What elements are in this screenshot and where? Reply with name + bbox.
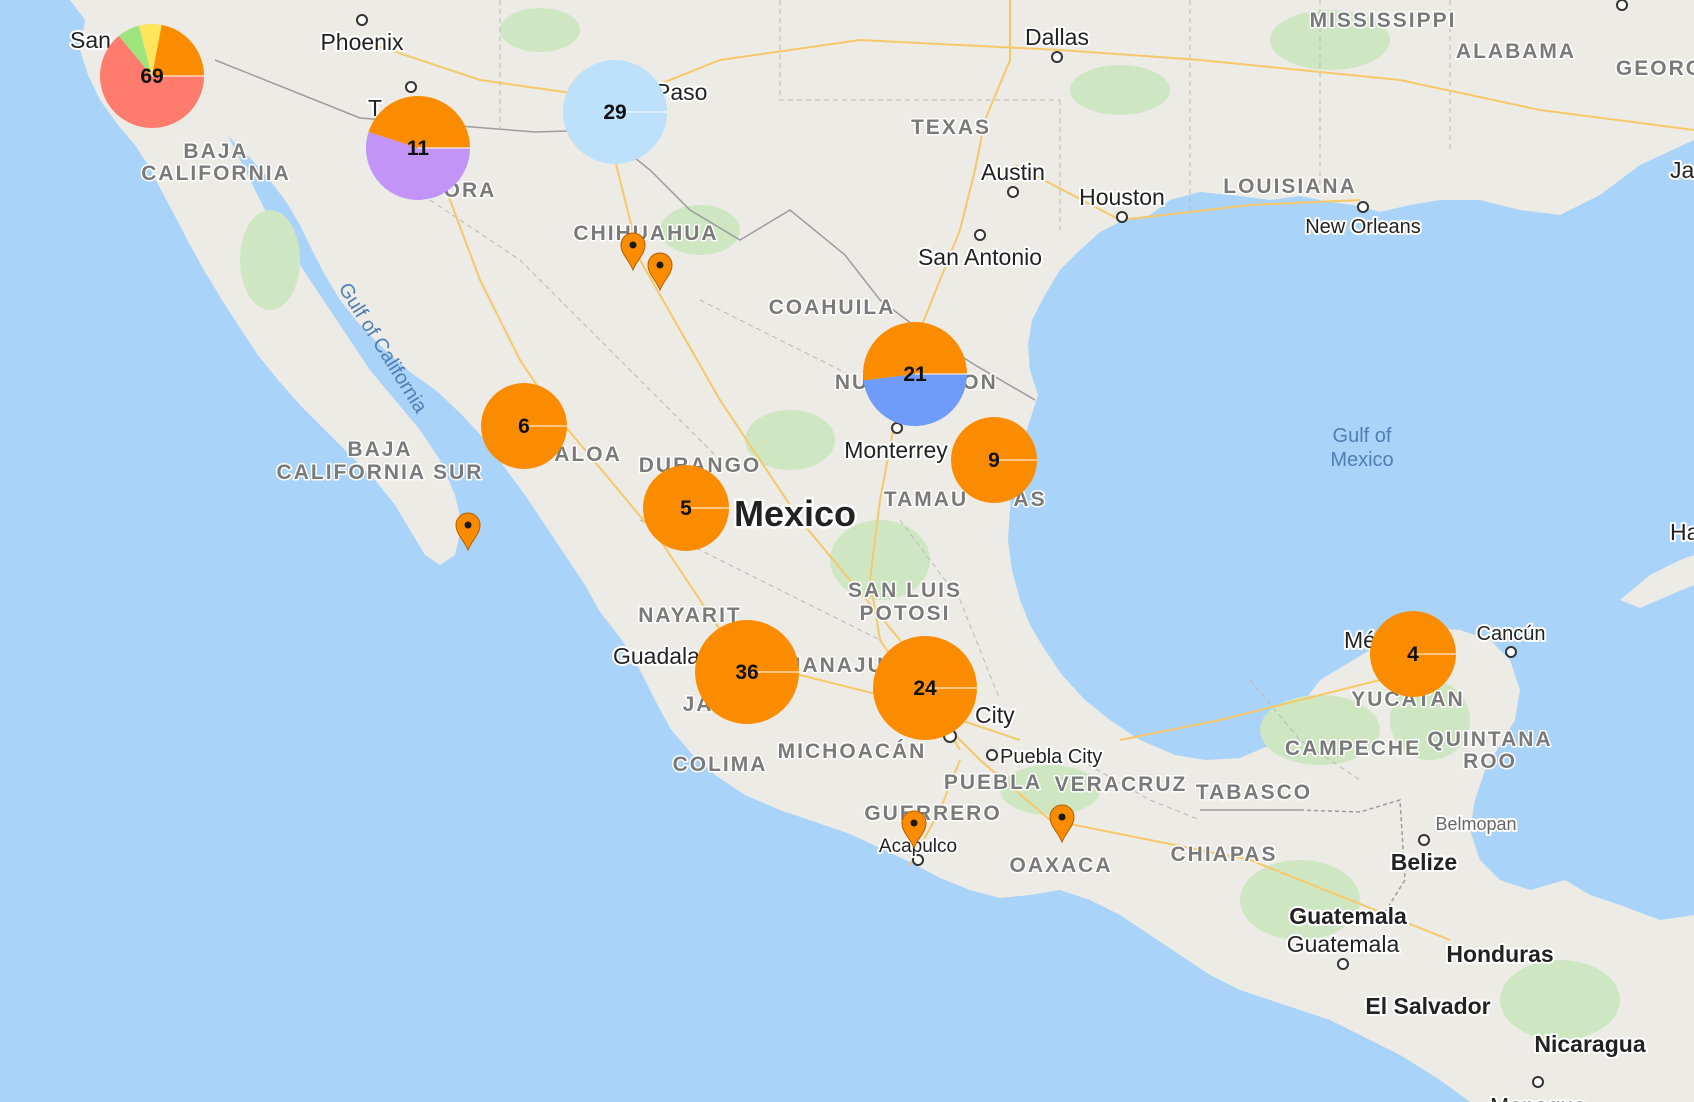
label-havana: Ha [1670, 519, 1694, 545]
cluster-count: 29 [603, 101, 626, 124]
label-colima: COLIMA [673, 753, 768, 776]
cluster-nuevo-leon[interactable]: 21 [863, 322, 967, 427]
cluster-slice [863, 322, 967, 381]
label-quintana-roo-2: ROO [1463, 750, 1517, 773]
markers-layer [455, 232, 1075, 850]
cluster-jalisco[interactable]: 36 [695, 620, 799, 724]
label-guadalajara: Guadala [613, 643, 700, 669]
label-tamaulipas-left: TAMAU [884, 488, 968, 511]
label-phoenix: Phoenix [320, 29, 404, 55]
label-managua: Managua [1490, 1093, 1586, 1102]
cluster-count: 4 [1407, 643, 1419, 666]
label-guanajuato: UANAJU [785, 654, 885, 677]
label-nayarit: NAYARIT [638, 604, 741, 627]
cluster-slice [100, 35, 204, 128]
label-el-salvador: El Salvador [1365, 993, 1490, 1019]
cluster-baja-north[interactable]: 69 [100, 24, 204, 128]
label-sinaloa: ALOA [554, 443, 622, 466]
label-san-luis-potosi-1: SAN LUIS [848, 579, 962, 602]
label-louisiana: LOUISIANA [1223, 175, 1357, 198]
label-campeche: CAMPECHE [1285, 737, 1421, 760]
label-puebla: PUEBLA [944, 771, 1042, 794]
cluster-count: 9 [988, 449, 1000, 472]
cluster-tamaulipas[interactable]: 9 [951, 417, 1037, 503]
cluster-count: 69 [140, 65, 163, 88]
label-tabasco: TABASCO [1196, 781, 1312, 804]
cluster-count: 5 [680, 497, 692, 520]
city-dots [356, 0, 1628, 1088]
cluster-slice [139, 24, 162, 76]
marker-pin-chihuahua-2[interactable] [647, 252, 673, 292]
label-jacksonville: Ja [1670, 157, 1694, 183]
vegetation-areas [240, 8, 1620, 1040]
label-gulf-of-mexico-1: Gulf of [1333, 425, 1392, 447]
label-guatemala-city: Guatemala [1287, 931, 1400, 957]
label-coahuila: COAHUILA [769, 296, 896, 319]
label-san-luis-potosi-2: POTOSI [860, 602, 951, 625]
label-belmopan: Belmopan [1435, 814, 1516, 834]
label-monterrey: Monterrey [844, 437, 948, 463]
label-houston: Houston [1079, 184, 1165, 210]
label-puebla-city: Puebla City [1000, 746, 1102, 768]
label-chiapas: CHIAPAS [1171, 843, 1278, 866]
label-dallas: Dallas [1025, 24, 1089, 50]
marker-pin-chihuahua-1[interactable] [620, 232, 646, 272]
cluster-mexico-city[interactable]: 24 [873, 636, 977, 740]
label-nuevo-leon-left: NU [835, 371, 869, 394]
marker-pin-acapulco[interactable] [901, 810, 927, 850]
cluster-sinaloa[interactable]: 6 [481, 383, 567, 469]
clusters-layer: 69 11 29 21 6 5 9 36 24 4 [100, 24, 1456, 740]
cluster-count: 21 [903, 363, 927, 386]
cluster-count: 11 [407, 137, 430, 160]
label-guerrero: GUERRERO [864, 802, 1001, 825]
label-belize: Belize [1391, 849, 1457, 875]
label-quintana-roo-1: QUINTANA [1427, 728, 1552, 751]
cluster-slice [366, 131, 471, 201]
cluster-slice [118, 25, 152, 76]
landmass-cuba [1620, 555, 1694, 608]
label-nuevo-leon-right: ON [962, 371, 998, 394]
cluster-slice [152, 24, 204, 76]
label-baja-california-sur-2: CALIFORNIA SUR [277, 461, 484, 484]
state-borders [429, 0, 1451, 821]
label-veracruz: VERACRUZ [1055, 773, 1188, 796]
label-cancun: Cancún [1477, 623, 1546, 645]
state-labels: MISSISSIPPI ALABAMA GEORG TEXAS LOUISIAN… [140, 8, 1694, 879]
cluster-count: 36 [735, 661, 758, 684]
cluster-slice [368, 96, 470, 148]
label-tamaulipas-right: AS [1013, 488, 1046, 511]
label-country-mexico: Mexico [734, 493, 856, 534]
label-honduras: Honduras [1446, 941, 1553, 967]
label-baja-california-sur-1: BAJA [347, 438, 412, 461]
label-baja-california-1: BAJA [183, 140, 248, 163]
label-chihuahua: CHIHUAHUA [573, 222, 718, 245]
label-texas: TEXAS [911, 116, 991, 139]
label-guatemala-country: Guatemala [1289, 903, 1407, 929]
label-mississippi: MISSISSIPPI [1310, 9, 1457, 32]
marker-pin-baja-sur[interactable] [455, 512, 481, 552]
cluster-durango[interactable]: 5 [643, 465, 729, 551]
label-san-antonio: San Antonio [918, 244, 1042, 270]
cluster-count: 6 [518, 415, 530, 438]
cluster-count: 24 [913, 677, 937, 700]
marker-pin-oaxaca[interactable] [1049, 804, 1075, 844]
city-labels: San Phoenix T Paso Dallas Austin Houston… [68, 22, 1694, 1102]
cluster-el-paso[interactable]: 29 [563, 60, 667, 164]
label-san-diego: San [70, 27, 111, 53]
label-oaxaca: OAXACA [1009, 854, 1112, 877]
label-gulf-of-mexico-2: Mexico [1330, 449, 1393, 471]
label-new-orleans: New Orleans [1305, 216, 1421, 238]
label-mexico-city: City [975, 702, 1015, 728]
label-austin: Austin [981, 159, 1045, 185]
label-michoacan: MICHOACÁN [778, 740, 927, 763]
cluster-yucatan[interactable]: 4 [1370, 611, 1456, 697]
label-georgia: GEORG [1616, 57, 1694, 80]
cluster-slice [863, 374, 967, 427]
label-nicaragua: Nicaragua [1534, 1031, 1645, 1057]
label-alabama: ALABAMA [1456, 40, 1576, 63]
cluster-sonora[interactable]: 11 [366, 96, 471, 201]
label-baja-california-2: CALIFORNIA [141, 162, 291, 185]
